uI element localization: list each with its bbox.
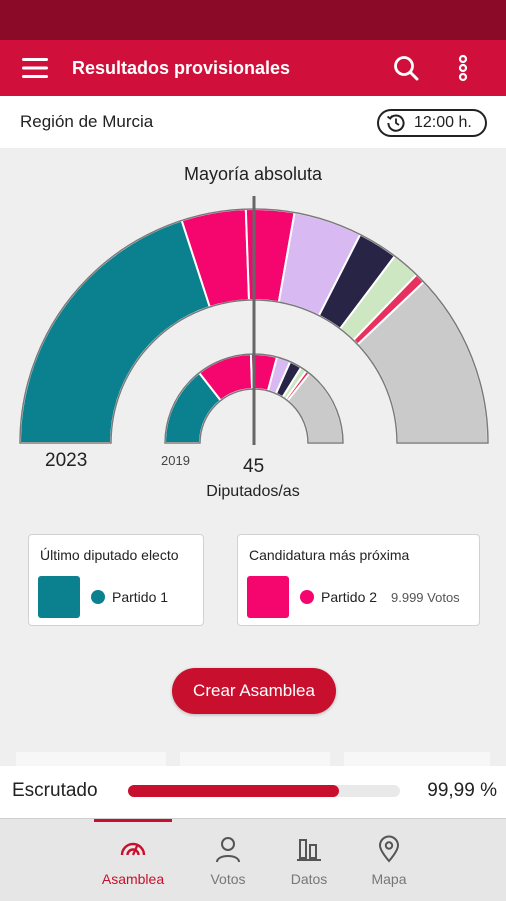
nav-tab-votos[interactable]: Votos: [189, 819, 267, 901]
hemicycle-outline: [164, 353, 344, 444]
nav-tab-asamblea[interactable]: Asamblea: [94, 819, 172, 901]
scrutiny-label: Escrutado: [12, 780, 98, 801]
last-elected-card: Último diputado electo Partido 1: [28, 534, 204, 626]
time-selector[interactable]: 12:00 h.: [377, 109, 487, 137]
map-pin-icon: [378, 835, 400, 863]
majority-value: 45: [243, 456, 265, 477]
closest-candidate-card: Candidatura más próxima Partido 2 9.999 …: [237, 534, 480, 626]
majority-title: Mayoría absoluta: [183, 164, 323, 184]
nav-tab-mapa[interactable]: Mapa: [350, 819, 428, 901]
gauge-icon: [120, 842, 146, 856]
party-name: Partido 2: [321, 589, 378, 605]
card-title: Candidatura más próxima: [249, 547, 410, 563]
year-label-2023: 2023: [45, 450, 88, 471]
scrutiny-progress-track: [128, 785, 400, 797]
person-icon: [216, 837, 240, 863]
year-label-2019: 2019: [161, 453, 190, 468]
hemicycle-outline: [19, 208, 489, 444]
bottom-navigation: Asamblea Votos Datos Mapa: [0, 818, 506, 901]
hemicycle-chart: [18, 196, 490, 445]
hemicycle-2023: [18, 208, 490, 444]
party-dot: [300, 590, 314, 604]
page-title: Resultados provisionales: [72, 58, 291, 78]
scrutiny-bar: Escrutado 99,99 %: [0, 766, 506, 818]
peek-card: [16, 752, 166, 766]
peek-card: [180, 752, 330, 766]
search-icon[interactable]: [392, 54, 420, 82]
active-tab-indicator: [94, 819, 172, 822]
nav-label: Mapa: [371, 871, 407, 887]
nav-label: Votos: [210, 871, 246, 887]
region-name: Región de Murcia: [20, 112, 154, 131]
votes-count: 9.999 Votos: [391, 590, 460, 605]
bar-chart-icon: [297, 839, 321, 861]
party-name: Partido 1: [112, 589, 169, 605]
nav-tab-datos[interactable]: Datos: [270, 819, 348, 901]
region-bar: Región de Murcia: [0, 96, 506, 148]
nav-label: Asamblea: [101, 871, 165, 887]
party-color-swatch: [247, 576, 289, 618]
create-assembly-button[interactable]: Crear Asamblea: [172, 668, 336, 714]
scrutiny-percent: 99,99 %: [427, 780, 497, 801]
card-title: Último diputado electo: [40, 547, 179, 563]
party-dot: [91, 590, 105, 604]
menu-icon[interactable]: [22, 56, 48, 80]
party-color-swatch: [38, 576, 80, 618]
peek-card: [344, 752, 490, 766]
status-bar: [0, 0, 506, 40]
nav-label: Datos: [290, 871, 328, 887]
time-label: 12:00 h.: [414, 114, 472, 131]
history-clock-icon: [386, 114, 405, 132]
hemicycle-2019: [163, 353, 345, 444]
scrutiny-progress-fill: [128, 785, 339, 797]
seats-unit-label: Diputados/as: [206, 483, 300, 500]
more-options-icon[interactable]: [452, 54, 474, 82]
app-bar: Resultados provisionales: [0, 40, 506, 96]
